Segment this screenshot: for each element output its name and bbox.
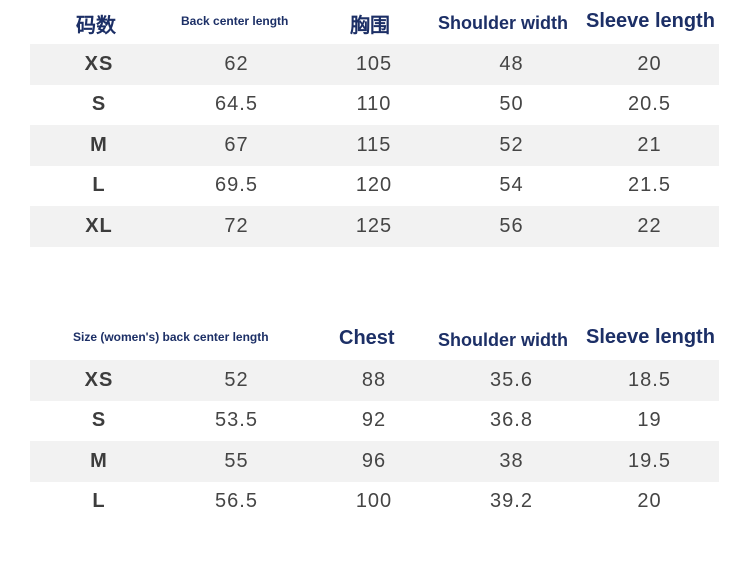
size-cell: M <box>90 449 108 472</box>
table-row: M 55 96 38 19.5 <box>30 441 719 482</box>
shoulder-cell: 39.2 <box>490 490 533 513</box>
header-sleeve-length: Sleeve length <box>586 10 715 32</box>
header-chest: 胸围 <box>350 15 390 37</box>
back-length-cell: 55 <box>224 449 249 472</box>
sleeve-cell: 19.5 <box>628 449 671 472</box>
shoulder-cell: 35.6 <box>490 368 533 391</box>
back-length-cell: 56.5 <box>215 490 258 513</box>
header-shoulder-width: Shoulder width <box>438 330 568 350</box>
size-cell: L <box>92 174 106 197</box>
size-cell: XL <box>85 214 113 237</box>
size-cell: M <box>90 133 108 156</box>
sleeve-cell: 22 <box>637 214 662 237</box>
chest-cell: 125 <box>355 214 393 237</box>
sleeve-cell: 21 <box>637 133 662 156</box>
shoulder-cell: 56 <box>499 214 524 237</box>
chest-cell: 88 <box>361 368 387 391</box>
sleeve-cell: 20 <box>637 490 662 513</box>
back-length-cell: 64.5 <box>215 93 258 116</box>
sleeve-cell: 21.5 <box>628 174 671 197</box>
table-header: 码数 Back center length 胸围 Shoulder width … <box>30 0 719 44</box>
size-cell: L <box>92 490 106 513</box>
header-chest: Chest <box>339 327 395 349</box>
chest-cell: 100 <box>355 490 393 513</box>
chest-cell: 105 <box>355 52 393 75</box>
table-header: Size (women's) back center length Chest … <box>30 316 719 360</box>
shoulder-cell: 48 <box>499 52 524 75</box>
table-row: XL 72 125 56 22 <box>30 206 719 247</box>
header-sleeve-length: Sleeve length <box>586 326 715 348</box>
back-length-cell: 52 <box>224 368 249 391</box>
shoulder-cell: 38 <box>499 449 524 472</box>
chest-cell: 115 <box>356 133 392 156</box>
chest-cell: 110 <box>356 93 392 116</box>
size-cell: XS <box>84 368 114 391</box>
size-cell: S <box>91 93 107 116</box>
table-row: S 53.5 92 36.8 19 <box>30 401 719 442</box>
back-length-cell: 67 <box>224 133 249 156</box>
back-length-cell: 62 <box>224 52 249 75</box>
header-size-back-center-length: Size (women's) back center length <box>73 330 269 344</box>
table-row: M 67 115 52 21 <box>30 125 719 166</box>
back-length-cell: 72 <box>224 214 249 237</box>
table-row: L 56.5 100 39.2 20 <box>30 482 719 523</box>
size-cell: S <box>91 409 107 432</box>
sleeve-cell: 18.5 <box>628 368 671 391</box>
chest-cell: 92 <box>361 409 387 432</box>
shoulder-cell: 36.8 <box>490 409 533 432</box>
size-table-men: 码数 Back center length 胸围 Shoulder width … <box>30 0 719 247</box>
header-size: 码数 <box>76 15 116 37</box>
sleeve-cell: 20.5 <box>628 93 671 116</box>
shoulder-cell: 50 <box>499 93 524 116</box>
size-table-women: Size (women's) back center length Chest … <box>30 316 719 522</box>
header-shoulder-width: Shoulder width <box>438 13 568 33</box>
chest-cell: 96 <box>361 449 387 472</box>
back-length-cell: 53.5 <box>215 409 258 432</box>
sleeve-cell: 20 <box>637 52 662 75</box>
table-row: S 64.5 110 50 20.5 <box>30 85 719 126</box>
shoulder-cell: 52 <box>499 133 524 156</box>
header-back-center-length: Back center length <box>181 14 289 28</box>
table-row: XS 52 88 35.6 18.5 <box>30 360 719 401</box>
back-length-cell: 69.5 <box>215 174 258 197</box>
chest-cell: 120 <box>355 174 393 197</box>
table-row: XS 62 105 48 20 <box>30 44 719 85</box>
size-cell: XS <box>84 52 114 75</box>
shoulder-cell: 54 <box>499 174 524 197</box>
table-row: L 69.5 120 54 21.5 <box>30 166 719 207</box>
sleeve-cell: 19 <box>637 409 662 432</box>
